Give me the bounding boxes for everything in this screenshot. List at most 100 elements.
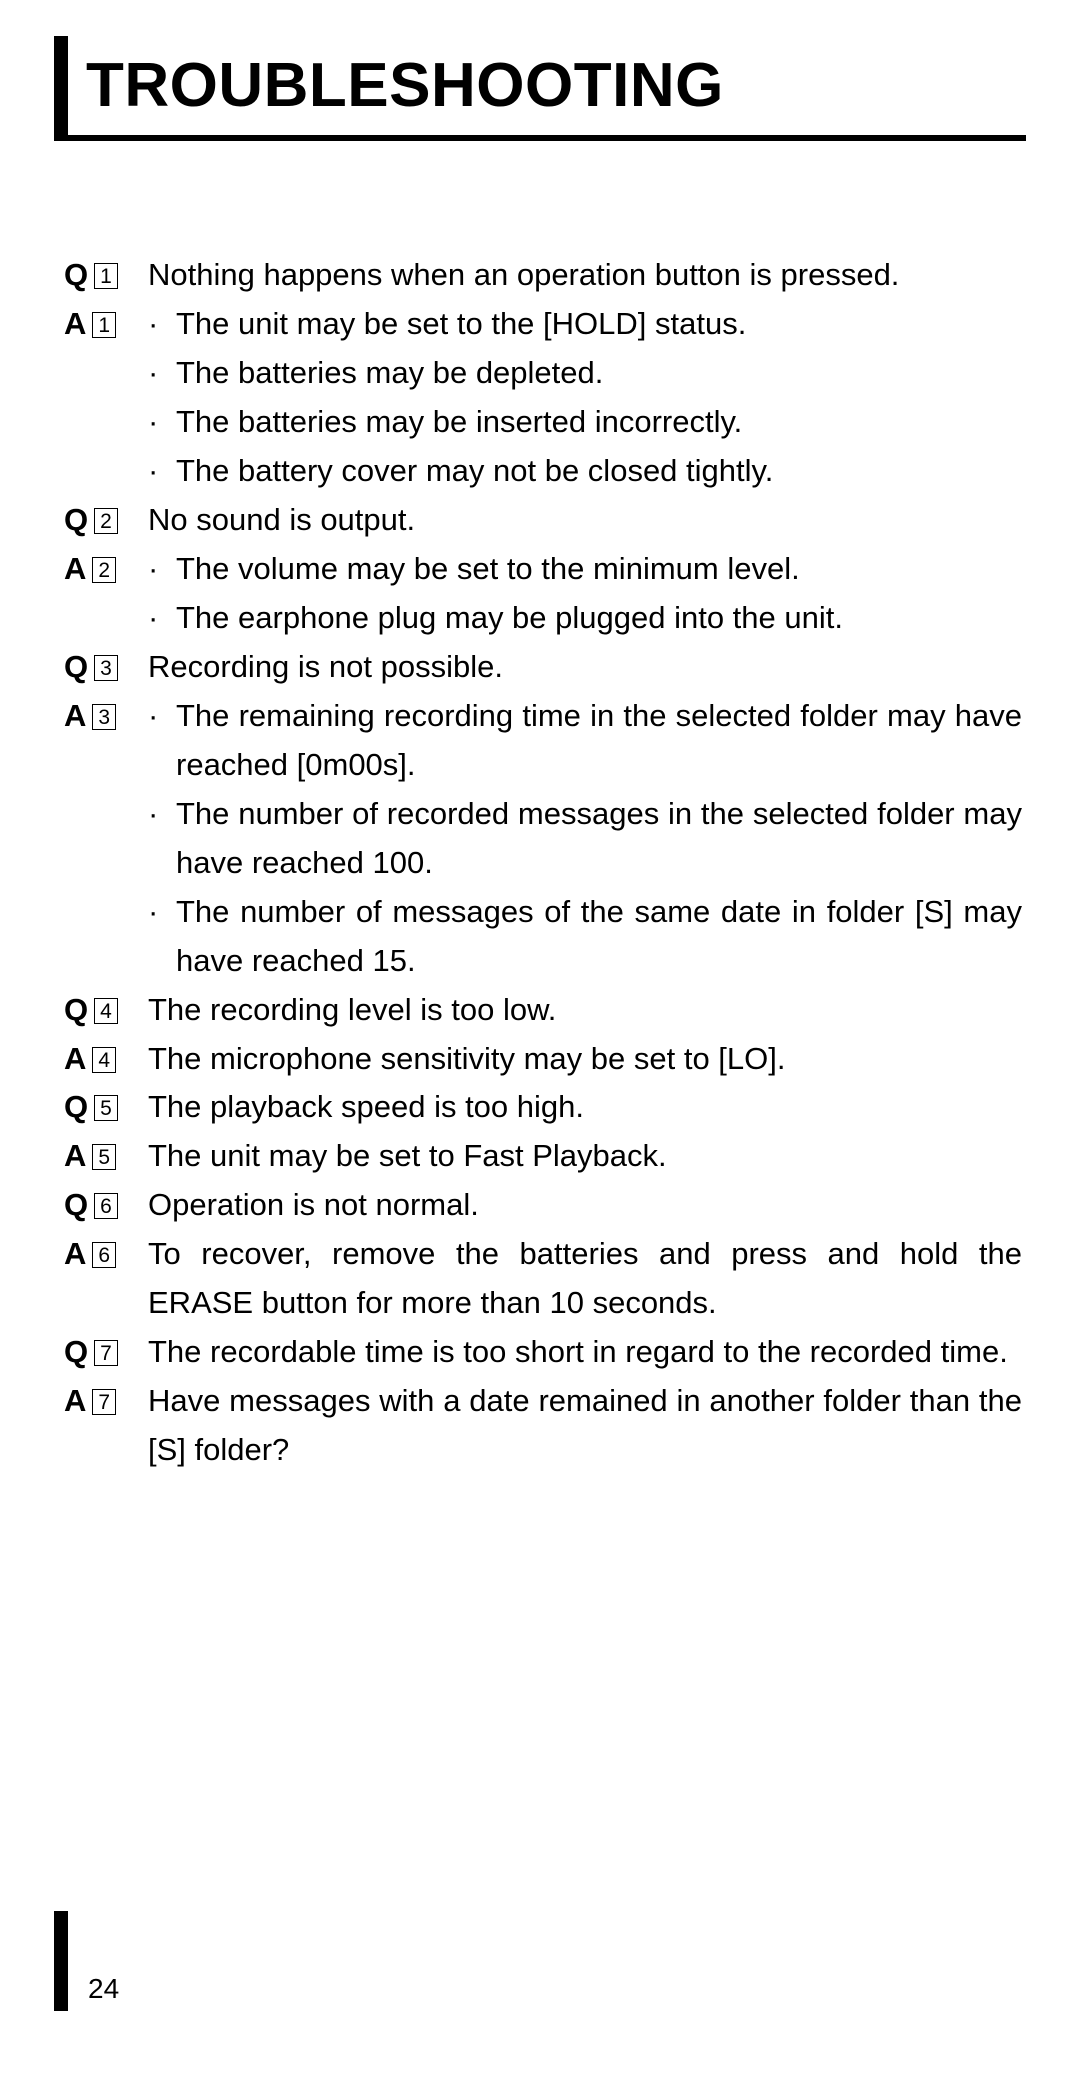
- answer-bullet: · The number of recorded messages in the…: [64, 790, 1022, 888]
- title-block: TROUBLESHOOTING: [54, 36, 1026, 141]
- qa-letter: Q: [64, 1328, 88, 1377]
- page: TROUBLESHOOTING Q 1 Nothing happens when…: [0, 0, 1080, 1475]
- qa-label: Q 1: [64, 251, 148, 300]
- qa-answer-body: · The unit may be set to the [HOLD] stat…: [148, 300, 1022, 349]
- qa-answer-body: · The remaining recording time in the se…: [148, 692, 1022, 790]
- qa-number: 6: [92, 1242, 116, 1268]
- qa-section: Q 1 Nothing happens when an operation bu…: [54, 251, 1026, 1475]
- qa-question: Q 3 Recording is not possible.: [64, 643, 1022, 692]
- answer-bullet: · The batteries may be depleted.: [64, 349, 1022, 398]
- qa-number: 2: [94, 508, 118, 534]
- qa-letter: A: [64, 1035, 86, 1084]
- qa-answer: A 2 · The volume may be set to the minim…: [64, 545, 1022, 594]
- qa-question: Q 4 The recording level is too low.: [64, 986, 1022, 1035]
- qa-letter: Q: [64, 1181, 88, 1230]
- qa-letter: A: [64, 545, 86, 594]
- qa-label: A 7: [64, 1377, 148, 1426]
- qa-answer-text: Have messages with a date remained in an…: [148, 1377, 1022, 1475]
- qa-number: 7: [94, 1340, 118, 1366]
- qa-question-text: The playback speed is too high.: [148, 1083, 1022, 1132]
- qa-letter: Q: [64, 986, 88, 1035]
- qa-question-text: Nothing happens when an operation button…: [148, 251, 1022, 300]
- qa-answer: A 4 The microphone sensitivity may be se…: [64, 1035, 1022, 1084]
- qa-label: A 4: [64, 1035, 148, 1084]
- bullet-text: The number of messages of the same date …: [176, 888, 1022, 986]
- qa-label: Q 3: [64, 643, 148, 692]
- qa-number: 3: [94, 655, 118, 681]
- bullet-text: The unit may be set to the [HOLD] status…: [176, 300, 1022, 349]
- answer-bullet: · The batteries may be inserted incorrec…: [64, 398, 1022, 447]
- qa-question: Q 1 Nothing happens when an operation bu…: [64, 251, 1022, 300]
- answer-bullet: · The battery cover may not be closed ti…: [64, 447, 1022, 496]
- bullet-dot-icon: ·: [148, 594, 176, 643]
- bullet-text: The remaining recording time in the sele…: [176, 692, 1022, 790]
- answer-bullet: · The remaining recording time in the se…: [148, 692, 1022, 790]
- qa-label: Q 5: [64, 1083, 148, 1132]
- qa-letter: Q: [64, 1083, 88, 1132]
- qa-answer: A 1 · The unit may be set to the [HOLD] …: [64, 300, 1022, 349]
- qa-letter: A: [64, 1132, 86, 1181]
- bullet-text: The battery cover may not be closed tigh…: [176, 447, 1022, 496]
- qa-label: Q 4: [64, 986, 148, 1035]
- bullet-dot-icon: ·: [148, 692, 176, 741]
- qa-letter: A: [64, 1230, 86, 1279]
- bullet-dot-icon: ·: [148, 300, 176, 349]
- qa-question-text: Operation is not normal.: [148, 1181, 1022, 1230]
- qa-label: A 1: [64, 300, 148, 349]
- qa-label: A 6: [64, 1230, 148, 1279]
- qa-question-text: The recording level is too low.: [148, 986, 1022, 1035]
- qa-number: 6: [94, 1193, 118, 1219]
- qa-letter: A: [64, 1377, 86, 1426]
- answer-bullet: · The volume may be set to the minimum l…: [148, 545, 1022, 594]
- qa-number: 1: [94, 263, 118, 289]
- bullet-dot-icon: ·: [148, 545, 176, 594]
- qa-label: Q 2: [64, 496, 148, 545]
- bullet-text: The number of recorded messages in the s…: [176, 790, 1022, 888]
- qa-answer: A 7 Have messages with a date remained i…: [64, 1377, 1022, 1475]
- qa-question: Q 6 Operation is not normal.: [64, 1181, 1022, 1230]
- qa-label: Q 6: [64, 1181, 148, 1230]
- qa-question: Q 2 No sound is output.: [64, 496, 1022, 545]
- bullet-dot-icon: ·: [148, 888, 176, 937]
- qa-answer: A 5 The unit may be set to Fast Playback…: [64, 1132, 1022, 1181]
- qa-number: 3: [92, 704, 116, 730]
- qa-label: Q 7: [64, 1328, 148, 1377]
- bullet-dot-icon: ·: [148, 349, 176, 398]
- qa-letter: Q: [64, 496, 88, 545]
- qa-answer: A 6 To recover, remove the batteries and…: [64, 1230, 1022, 1328]
- qa-answer-text: The microphone sensitivity may be set to…: [148, 1035, 1022, 1084]
- bullet-text: The batteries may be inserted incorrectl…: [176, 398, 1022, 447]
- qa-number: 5: [94, 1095, 118, 1121]
- qa-answer: A 3 · The remaining recording time in th…: [64, 692, 1022, 790]
- answer-bullet: · The earphone plug may be plugged into …: [64, 594, 1022, 643]
- bullet-text: The volume may be set to the minimum lev…: [176, 545, 1022, 594]
- bullet-dot-icon: ·: [148, 398, 176, 447]
- qa-label: A 2: [64, 545, 148, 594]
- bullet-dot-icon: ·: [148, 447, 176, 496]
- qa-question: Q 7 The recordable time is too short in …: [64, 1328, 1022, 1377]
- qa-number: 2: [92, 557, 116, 583]
- page-footer: 24: [54, 1911, 119, 2011]
- qa-question-text: No sound is output.: [148, 496, 1022, 545]
- qa-label: A 3: [64, 692, 148, 741]
- answer-bullet: · The number of messages of the same dat…: [64, 888, 1022, 986]
- bullet-text: The earphone plug may be plugged into th…: [176, 594, 1022, 643]
- qa-number: 4: [92, 1047, 116, 1073]
- qa-answer-text: The unit may be set to Fast Playback.: [148, 1132, 1022, 1181]
- qa-label: A 5: [64, 1132, 148, 1181]
- page-number: 24: [88, 1973, 119, 2005]
- qa-number: 5: [92, 1144, 116, 1170]
- bullet-dot-icon: ·: [148, 790, 176, 839]
- qa-number: 4: [94, 998, 118, 1024]
- qa-answer-body: · The volume may be set to the minimum l…: [148, 545, 1022, 594]
- qa-answer-text: To recover, remove the batteries and pre…: [148, 1230, 1022, 1328]
- page-title: TROUBLESHOOTING: [86, 50, 1026, 121]
- qa-letter: A: [64, 692, 86, 741]
- qa-question: Q 5 The playback speed is too high.: [64, 1083, 1022, 1132]
- qa-letter: A: [64, 300, 86, 349]
- qa-number: 7: [92, 1389, 116, 1415]
- qa-letter: Q: [64, 251, 88, 300]
- bullet-text: The batteries may be depleted.: [176, 349, 1022, 398]
- answer-bullet: · The unit may be set to the [HOLD] stat…: [148, 300, 1022, 349]
- qa-question-text: Recording is not possible.: [148, 643, 1022, 692]
